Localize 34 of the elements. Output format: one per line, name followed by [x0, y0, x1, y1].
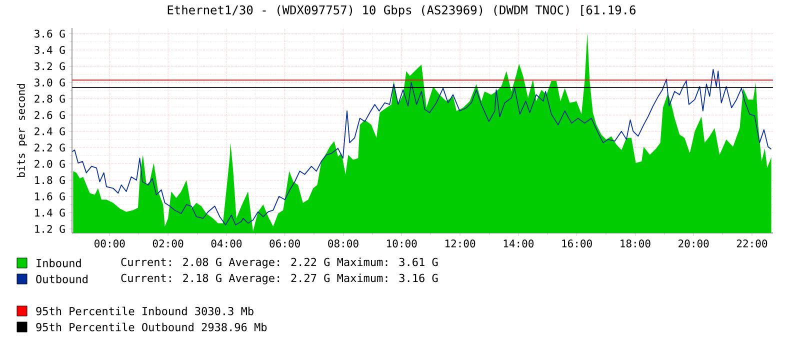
- legend-label: 95th Percentile Outbound 2938.96 Mb: [36, 322, 267, 332]
- x-tick-label: 02:00: [152, 240, 184, 248]
- legend-label: 95th Percentile Inbound 3030.3 Mb: [36, 306, 254, 316]
- y-tick-label: 3.6 G: [34, 30, 65, 38]
- y-axis-title: bits per second: [16, 84, 28, 177]
- y-tick-label: 1.8 G: [35, 176, 65, 184]
- legend-label: Inbound: [36, 258, 81, 268]
- y-tick-label: 3.2 G: [34, 62, 65, 70]
- y-tick-label: 3.4 G: [34, 46, 65, 54]
- x-tick-label: 14:00: [504, 240, 534, 248]
- x-tick-label: 22:00: [736, 240, 768, 248]
- x-tick-label: 04:00: [211, 240, 242, 248]
- line-series: [72, 69, 772, 226]
- y-tick-label: 1.4 G: [35, 208, 65, 217]
- x-tick-label: 08:00: [328, 240, 358, 248]
- y-tick-label: 1.6 G: [35, 192, 65, 200]
- x-tick-label: 10:00: [387, 240, 417, 248]
- y-tick-label: 2.6 G: [34, 111, 65, 120]
- x-tick-label: 20:00: [678, 240, 709, 248]
- y-tick-label: 2.4 G: [34, 127, 65, 136]
- legend-label: Outbound: [36, 274, 88, 284]
- y-tick-label: 2.2 G: [34, 144, 65, 152]
- y-tick-label: 3.0 G: [34, 78, 65, 86]
- x-tick-label: 00:00: [94, 240, 125, 248]
- y-tick-label: 1.2 G: [35, 224, 65, 233]
- chart-title: Ethernet1/30 - (WDX097757) 10 Gbps (AS23969) (DWDM TNOC) [61.19.6: [168, 5, 636, 17]
- x-tick-label: 06:00: [270, 240, 300, 248]
- x-tick-label: 16:00: [562, 240, 592, 248]
- text: Current: 2.08 G Average: 2.22 G Maximum: 3.61 G: [121, 258, 438, 268]
- x-tick-label: 12:00: [445, 240, 476, 248]
- x-tick-label: 18:00: [620, 240, 650, 248]
- y-tick-label: 2.8 G: [34, 94, 65, 103]
- text: Current: 2.18 G Average: 2.27 G Maximum: 3.16 G: [121, 274, 438, 284]
- y-tick-label: 2.0 G: [34, 160, 65, 168]
